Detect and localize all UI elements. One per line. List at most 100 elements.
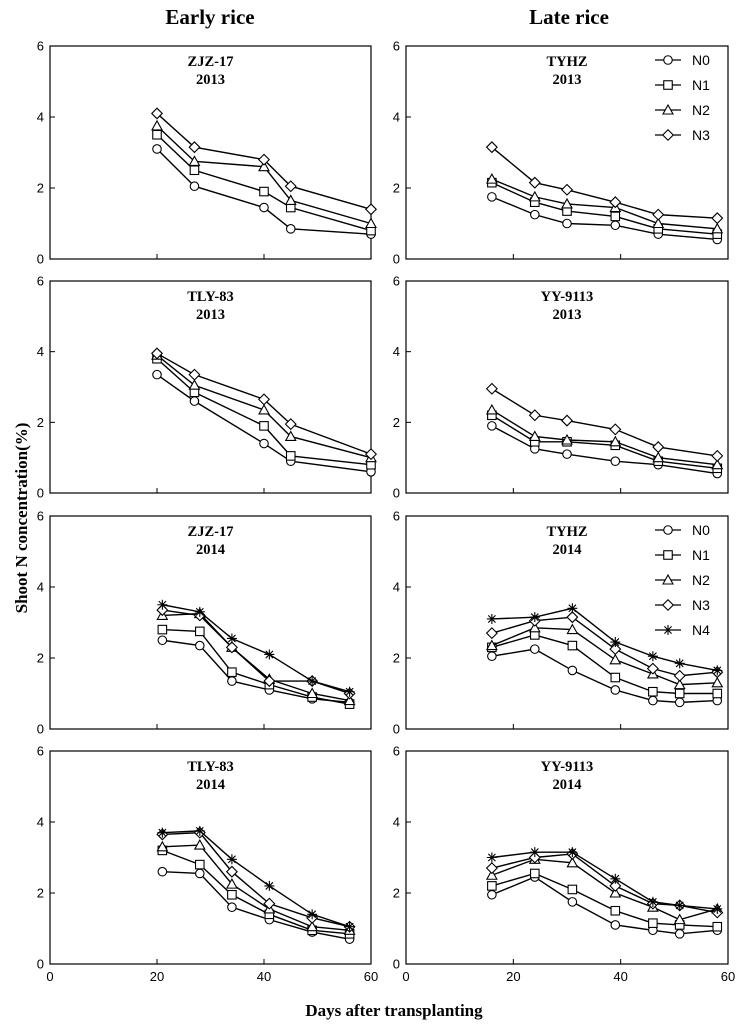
data-point <box>287 225 296 234</box>
data-point <box>307 676 317 686</box>
data-point <box>189 369 200 380</box>
legend-marker <box>664 56 673 65</box>
panel-title-line: 2013 <box>553 307 582 323</box>
series-line <box>492 608 717 670</box>
legend-label: N1 <box>692 547 710 563</box>
data-point <box>610 424 621 435</box>
panels: 0246ZJZ-1720130246TYHZ2013N0N1N2N30246TL… <box>37 39 735 985</box>
col-title-early-rice: Early rice <box>165 5 254 29</box>
data-point <box>610 637 620 647</box>
figure: Early rice Late rice Shoot N concentrati… <box>0 0 743 1029</box>
data-point <box>487 384 498 395</box>
col-title-late-rice: Late rice <box>529 5 609 29</box>
legend-label: N2 <box>692 572 710 588</box>
data-point <box>488 652 497 661</box>
data-point <box>530 847 540 857</box>
data-point <box>190 182 199 191</box>
data-point <box>648 897 658 907</box>
x-tick-label: 40 <box>257 969 271 984</box>
x-tick-label: 60 <box>721 969 735 984</box>
data-point <box>675 930 684 939</box>
legend: N0 N1 N2 N3 <box>655 52 710 143</box>
y-tick-label: 4 <box>393 580 400 595</box>
panel-zjz-17-2014: 0246ZJZ-172014 <box>37 509 371 737</box>
data-point <box>259 405 269 414</box>
series-line <box>162 833 349 927</box>
data-point <box>196 641 205 650</box>
data-point <box>531 645 540 654</box>
series-line <box>162 610 349 693</box>
legend-marker <box>664 81 673 90</box>
legend-label: N4 <box>692 622 710 638</box>
y-tick-label: 2 <box>37 415 44 430</box>
x-tick-label: 40 <box>613 969 627 984</box>
data-point <box>567 612 578 623</box>
data-point <box>487 628 498 639</box>
panel-title-line: ZJZ-17 <box>188 524 234 540</box>
data-point <box>713 689 722 698</box>
data-point <box>610 197 621 208</box>
legend-label: N0 <box>692 52 710 68</box>
data-point <box>610 655 620 664</box>
series-n3 <box>487 612 723 681</box>
series-n3 <box>487 849 723 918</box>
data-point <box>195 607 205 617</box>
data-point <box>153 370 162 379</box>
data-point <box>488 193 497 202</box>
data-point <box>568 666 577 675</box>
data-point <box>712 213 723 224</box>
series-n0 <box>488 193 722 244</box>
data-point <box>568 898 577 907</box>
data-point <box>260 422 269 431</box>
data-point <box>487 863 498 874</box>
panel-title-line: 2013 <box>196 307 225 323</box>
data-point <box>190 166 199 175</box>
data-point <box>227 854 237 864</box>
series-n1 <box>488 178 722 238</box>
legend-marker <box>664 551 673 560</box>
y-axis-label: Shoot N concentration(%) <box>12 423 31 614</box>
series-line <box>492 147 717 218</box>
y-tick-label: 2 <box>393 651 400 666</box>
legend-marker <box>663 130 674 141</box>
series-n2 <box>487 174 722 233</box>
series-n0 <box>488 422 722 478</box>
y-tick-label: 2 <box>37 181 44 196</box>
y-tick-label: 4 <box>393 110 400 125</box>
panel-zjz-17-2013: 0 2 4 6 ZJZ-17 2013 <box>37 39 376 267</box>
data-point <box>488 422 497 431</box>
y-tick-label: 2 <box>37 886 44 901</box>
data-point <box>611 212 620 221</box>
panel-title-line: 2013 <box>196 72 225 88</box>
y-tick-label: 6 <box>37 509 44 524</box>
x-tick-label: 20 <box>150 969 164 984</box>
y-tick-label: 0 <box>393 722 400 737</box>
data-point <box>611 221 620 230</box>
data-point <box>227 633 237 643</box>
data-point <box>562 415 573 426</box>
series-line <box>162 872 349 939</box>
y-tick-label: 6 <box>37 274 44 289</box>
data-point <box>264 649 274 659</box>
legend-label: N0 <box>692 522 710 538</box>
panel-title-line: 2013 <box>553 72 582 88</box>
data-point <box>568 641 577 650</box>
panel-title-line: TLY-83 <box>187 759 233 775</box>
data-point <box>345 922 355 932</box>
panel-title-line: TYHZ <box>546 524 587 540</box>
data-point <box>530 431 540 440</box>
y-tick-label: 2 <box>393 886 400 901</box>
data-point <box>611 673 620 682</box>
panel-yy-9113-2013: 0246YY-91132013 <box>393 274 728 501</box>
y-tick-label: 4 <box>37 110 44 125</box>
panel-title-line: 2014 <box>553 542 582 558</box>
data-point <box>712 451 723 462</box>
series-n3 <box>487 384 723 462</box>
y-tick-label: 0 <box>393 486 400 501</box>
data-point <box>567 847 577 857</box>
y-tick-label: 0 <box>393 252 400 267</box>
series-line <box>162 640 349 702</box>
data-point <box>228 903 237 912</box>
data-point <box>611 907 620 916</box>
